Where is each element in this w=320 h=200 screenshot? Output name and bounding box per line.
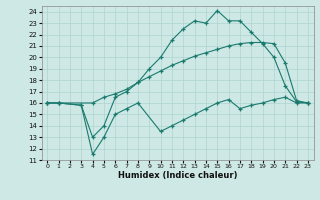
X-axis label: Humidex (Indice chaleur): Humidex (Indice chaleur) bbox=[118, 171, 237, 180]
